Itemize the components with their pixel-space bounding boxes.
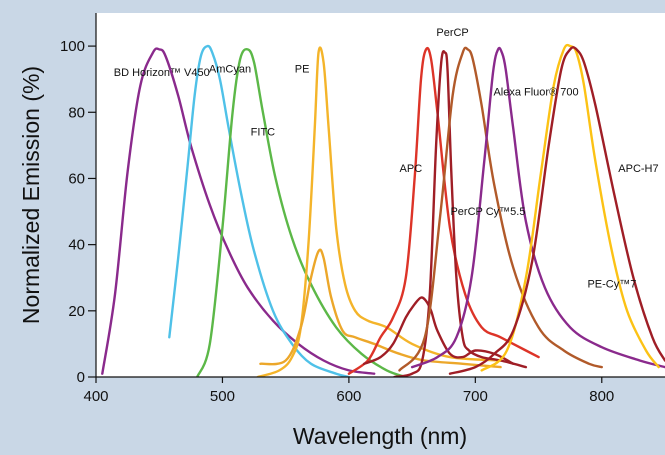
x-tick-label: 800 bbox=[589, 388, 614, 405]
series-label-amcyan: AmCyan bbox=[209, 64, 251, 76]
series-label-pe: PE bbox=[295, 64, 310, 76]
tick-layer: 400 500 600 700 800 0 20 40 60 80 100 bbox=[60, 38, 614, 405]
series-label-bd-horizon-v450: BD Horizon™ V450 bbox=[114, 67, 210, 79]
series-label-percp: PerCP bbox=[436, 27, 468, 39]
series-label-apc-h7: APC-H7 bbox=[618, 163, 658, 175]
x-axis-title: Wavelength (nm) bbox=[293, 423, 467, 449]
x-tick-label: 500 bbox=[210, 388, 235, 405]
series-label-percp-cy-5-5: PerCP Cy™5.5 bbox=[450, 206, 525, 218]
series-layer bbox=[101, 43, 665, 377]
x-tick-label: 600 bbox=[336, 388, 361, 405]
y-tick-label: 20 bbox=[68, 303, 85, 320]
y-tick-label: 60 bbox=[68, 170, 85, 187]
series-line-apc-h7 bbox=[448, 46, 665, 375]
series-line-alexa-fluor-700 bbox=[410, 46, 665, 369]
series-label-layer: BD Horizon™ V450 AmCyan FITC PE PerCP APC Alex… bbox=[114, 27, 659, 290]
series-line-percp-cy-5-5-satellite bbox=[362, 296, 515, 365]
x-tick-label: 400 bbox=[83, 388, 108, 405]
series-label-apc: APC bbox=[400, 163, 423, 175]
series-label-pe-cy-7: PE-Cy™7 bbox=[587, 279, 636, 291]
x-tick-label: 700 bbox=[463, 388, 488, 405]
series-line-bd-horizon-v450 bbox=[101, 47, 376, 375]
series-label-fitc: FITC bbox=[251, 126, 275, 138]
series-line-amcyan bbox=[168, 44, 351, 377]
y-tick-label: 0 bbox=[77, 369, 85, 386]
y-tick-label: 100 bbox=[60, 38, 85, 55]
series-line-apc bbox=[347, 46, 540, 375]
series-line-fitc bbox=[196, 48, 407, 377]
y-axis-title: Normalized Emission (%) bbox=[18, 66, 44, 324]
series-label-alexa-fluor-700: Alexa Fluor® 700 bbox=[493, 87, 578, 99]
y-tick-label: 80 bbox=[68, 104, 85, 121]
axes-layer bbox=[95, 13, 665, 378]
plot-area bbox=[96, 13, 665, 377]
y-tick-label: 40 bbox=[68, 237, 85, 254]
series-line-percp-cy-5-5 bbox=[398, 46, 603, 372]
